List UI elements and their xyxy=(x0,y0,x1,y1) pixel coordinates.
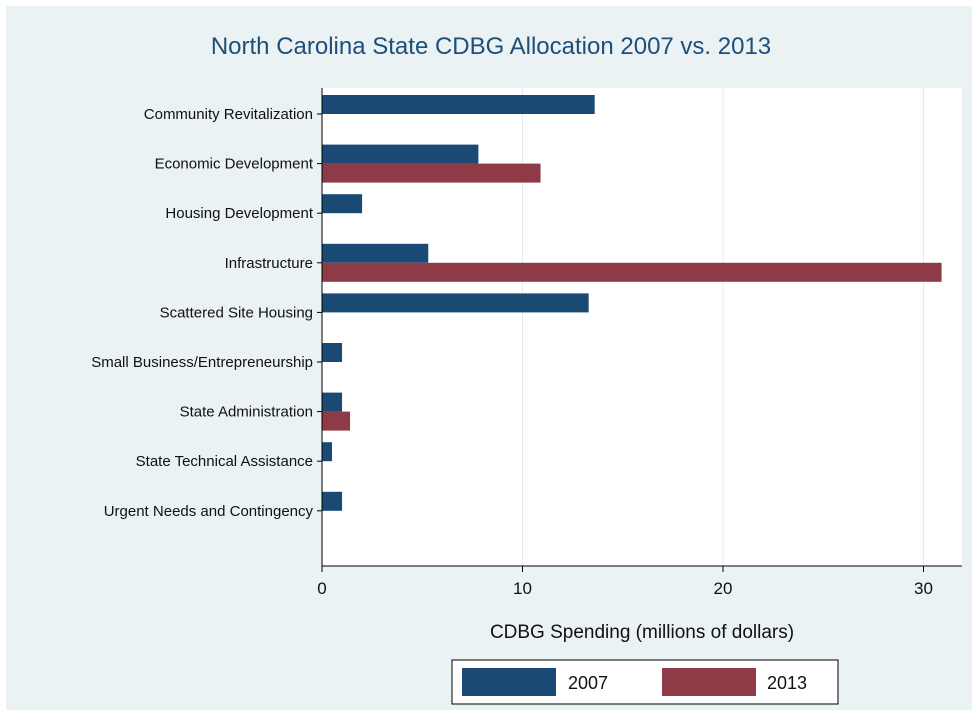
category-labels: Community Revitalization Economic Develop… xyxy=(91,106,322,520)
bar-2007-0 xyxy=(322,95,595,114)
x-tick-label: 20 xyxy=(714,579,733,598)
bar-2013-6 xyxy=(322,412,350,431)
bar-2013-1 xyxy=(322,164,541,183)
x-tick-label: 0 xyxy=(317,579,326,598)
legend-label-2013: 2013 xyxy=(767,673,807,693)
bar-2007-3 xyxy=(322,244,428,263)
category-label: State Administration xyxy=(180,404,313,421)
category-label: Small Business/Entrepreneurship xyxy=(91,354,313,371)
legend-swatch-2013 xyxy=(662,668,756,696)
bar-2007-4 xyxy=(322,293,589,312)
bar-2007-2 xyxy=(322,194,362,213)
category-label: Economic Development xyxy=(155,156,314,173)
x-tick-label: 30 xyxy=(914,579,933,598)
x-axis-ticks: 0 10 20 30 xyxy=(317,566,933,598)
x-tick-label: 10 xyxy=(513,579,532,598)
category-label: Housing Development xyxy=(165,205,313,222)
category-label: Community Revitalization xyxy=(144,106,313,123)
bar-2007-6 xyxy=(322,393,342,412)
bar-2007-7 xyxy=(322,442,332,461)
category-label: Infrastructure xyxy=(225,255,313,272)
legend: 2007 2013 xyxy=(452,660,838,704)
category-label: Urgent Needs and Contingency xyxy=(104,503,314,520)
legend-swatch-2007 xyxy=(462,668,556,696)
bar-2007-5 xyxy=(322,343,342,362)
chart-title: North Carolina State CDBG Allocation 200… xyxy=(211,33,771,60)
category-label: State Technical Assistance xyxy=(136,453,313,470)
legend-label-2007: 2007 xyxy=(568,673,608,693)
bar-2007-8 xyxy=(322,492,342,511)
x-axis-title: CDBG Spending (millions of dollars) xyxy=(490,622,794,643)
bar-2007-1 xyxy=(322,145,478,164)
category-label: Scattered Site Housing xyxy=(160,304,313,321)
bar-2013-3 xyxy=(322,263,942,282)
